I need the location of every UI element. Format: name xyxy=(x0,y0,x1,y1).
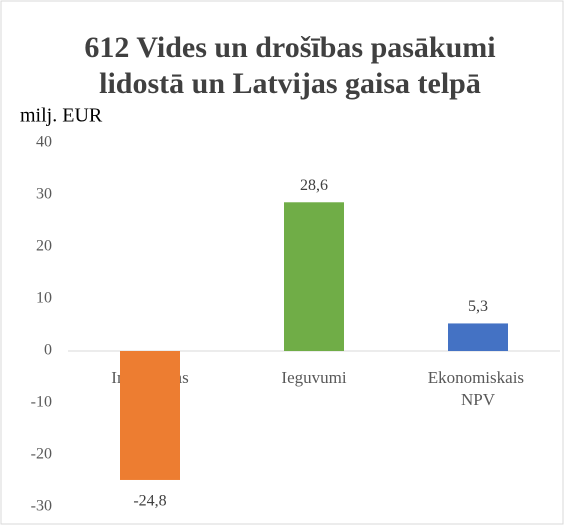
y-tick-label: -10 xyxy=(31,394,52,411)
data-label: 5,3 xyxy=(468,298,488,315)
bar xyxy=(120,351,180,480)
y-axis-label: milj. EUR xyxy=(20,105,103,127)
chart-title: 612 Vides un drošības pasākumi xyxy=(84,31,495,64)
chart-title: lidostā un Latvijas gaisa telpā xyxy=(99,67,481,100)
data-label: 28,6 xyxy=(300,177,328,194)
x-tick-label: Ieguvumi xyxy=(281,368,346,387)
bar xyxy=(448,323,508,351)
y-tick-label: 40 xyxy=(36,134,52,151)
y-tick-label: -20 xyxy=(31,446,52,463)
y-tick-label: -30 xyxy=(31,498,52,515)
bar xyxy=(284,202,344,351)
y-tick-label: 10 xyxy=(36,290,52,307)
x-tick-label: Ekonomiskais NPV xyxy=(428,368,529,409)
data-label: -24,8 xyxy=(133,493,166,510)
y-tick-label: 30 xyxy=(36,186,52,203)
y-tick-label: 20 xyxy=(36,238,52,255)
y-tick-label: 0 xyxy=(44,342,52,359)
